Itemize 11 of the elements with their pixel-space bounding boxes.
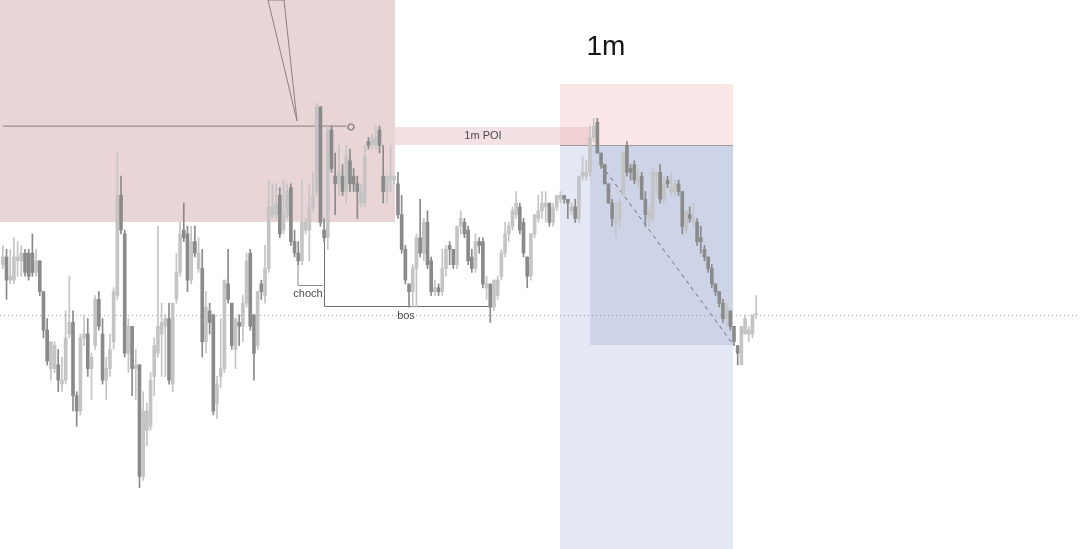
annotation: choch	[293, 287, 323, 300]
candlestick	[698, 225, 703, 254]
annotation: bos	[397, 309, 416, 322]
annotation: 1m POI	[464, 129, 502, 142]
candlestick	[614, 202, 618, 239]
candlestick	[337, 145, 341, 196]
candlestick	[133, 349, 138, 400]
text: 1m	[586, 29, 626, 61]
candlestick	[566, 198, 570, 219]
candlestick	[8, 248, 13, 285]
candlestick	[237, 314, 242, 346]
